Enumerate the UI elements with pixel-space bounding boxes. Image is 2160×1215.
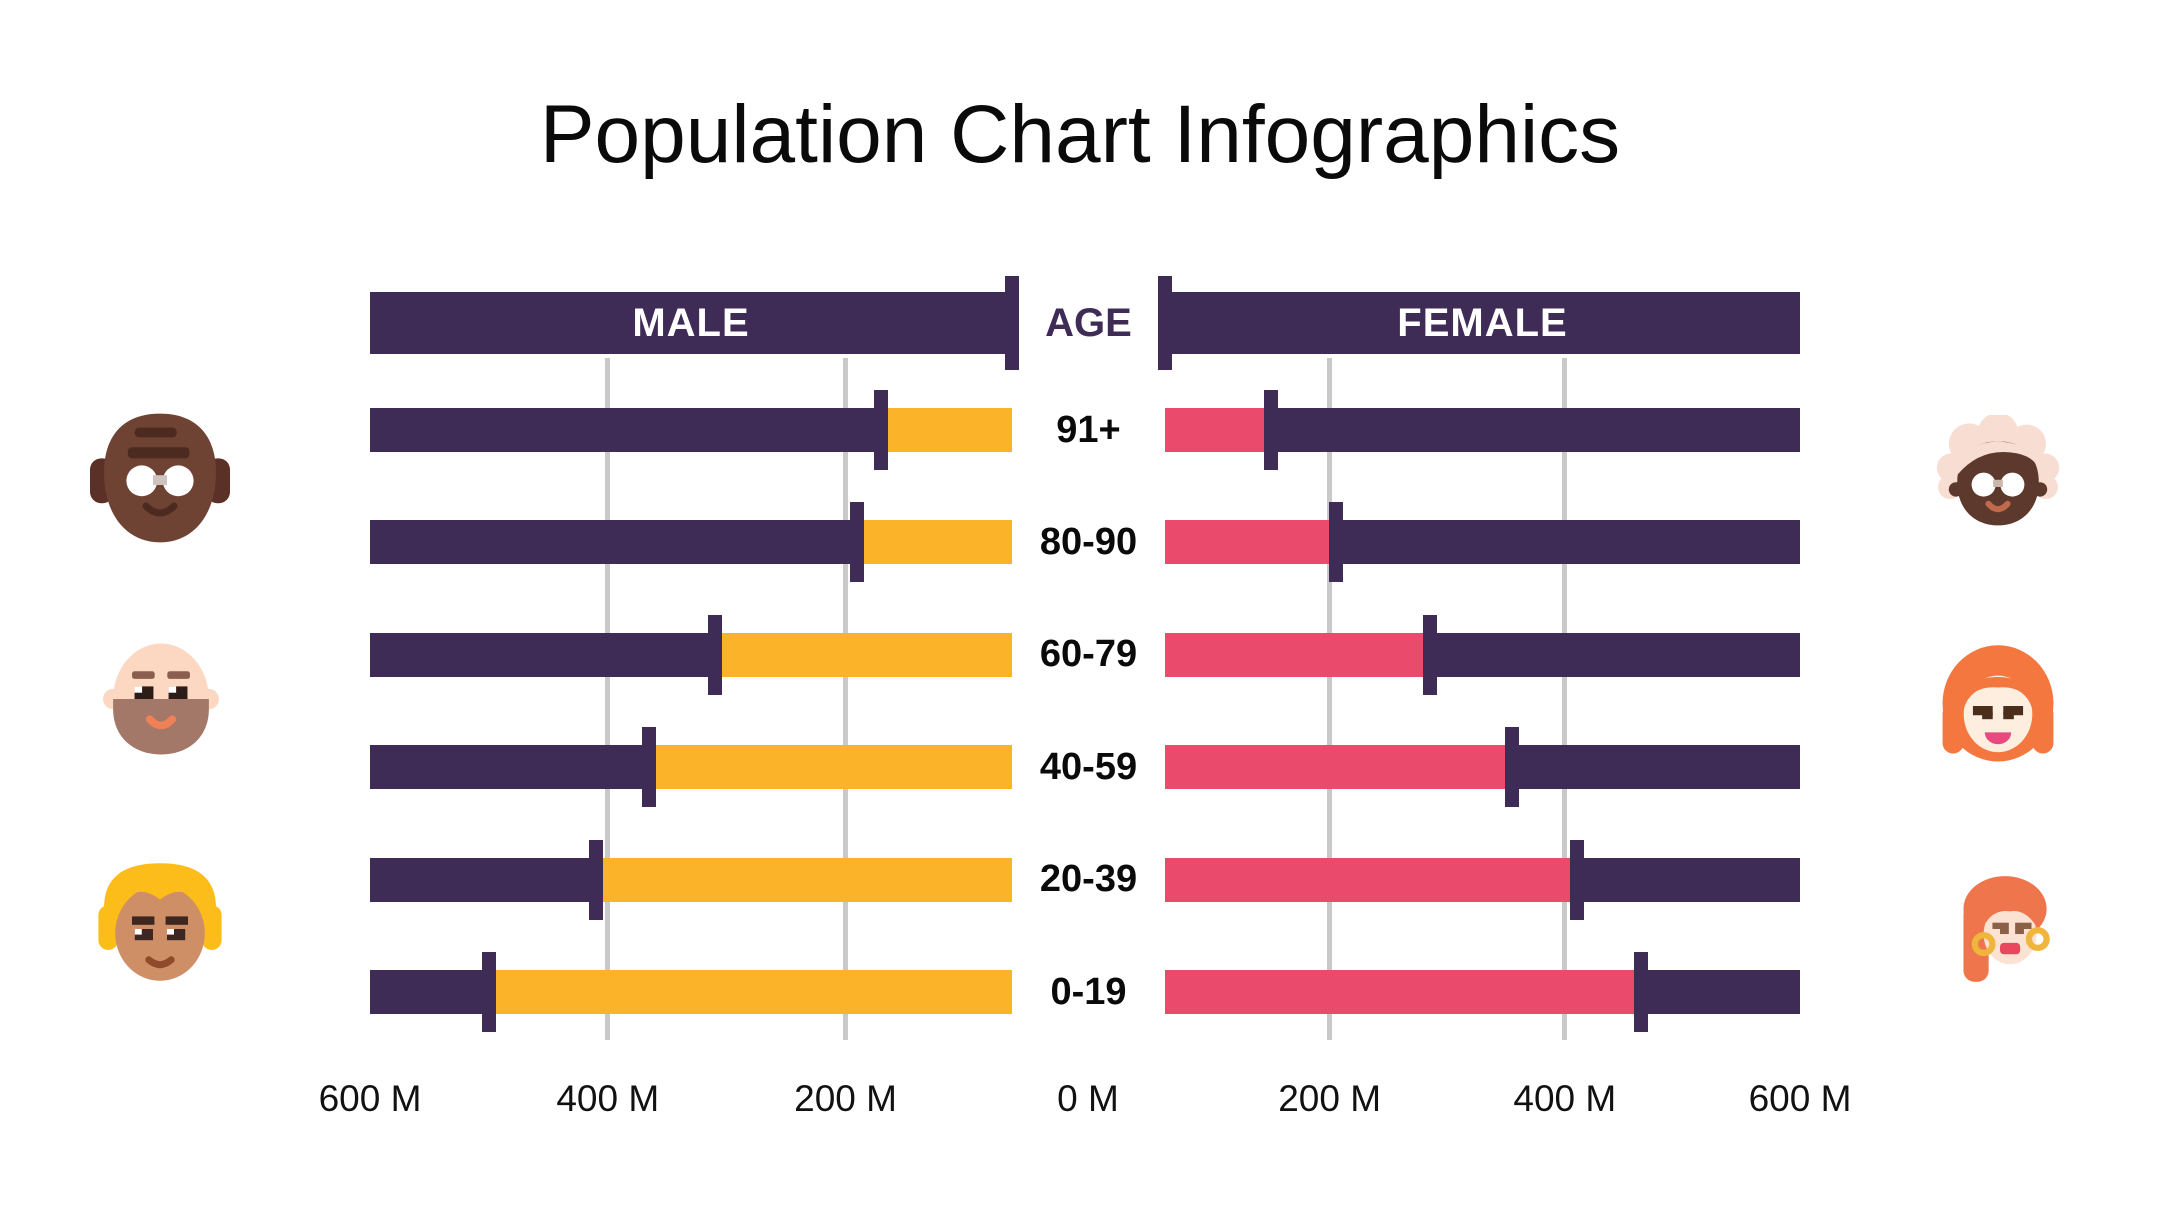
male-bar-value-segment [857,520,1012,565]
male-bar-value-segment [881,408,1012,452]
adult-woman-avatar-icon [1928,640,2068,772]
male-header-end-cap [1005,276,1019,370]
female-value-marker [1504,727,1519,808]
male-value-marker [642,727,657,808]
female-population-bar [1165,614,1800,695]
female-population-bar [1165,952,1800,1032]
male-bar-value-segment [714,632,1012,677]
male-population-bar [370,952,1012,1032]
female-bar-remainder-segment [1576,857,1800,902]
female-header-end-cap [1158,276,1172,370]
male-header-label: MALE [632,300,750,345]
female-value-marker [1634,952,1649,1032]
axis-gridline-female-400m [1562,358,1568,1040]
age-group-label: 60-79 [1039,633,1138,676]
axis-tick-label: 400 M [1513,1078,1617,1119]
axis-tick-label: 0 M [1057,1078,1119,1119]
axis-gridline-female-200m [1327,358,1333,1040]
female-header-bar: FEMALE [1158,276,1800,370]
female-population-bar [1165,839,1800,920]
axis-gridline-male-400m [605,358,611,1040]
age-group-label: 91+ [1056,408,1121,451]
female-value-marker [1422,614,1437,695]
male-population-bar [370,390,1012,470]
female-value-marker [1569,839,1584,920]
axis-tick-label: 200 M [794,1078,897,1119]
male-value-marker [481,952,496,1032]
male-population-bar [370,502,1012,583]
male-bar-value-segment [649,745,1012,790]
male-bar-value-segment [595,857,1012,902]
male-population-bar [370,839,1012,920]
axis-tick-label: 600 M [318,1078,422,1119]
elderly-man-avatar-icon [90,408,230,548]
young-woman-avatar-icon [1930,866,2070,992]
age-column-header: AGE [1012,292,1165,354]
male-bar-remainder-segment [370,520,858,565]
female-bar-remainder-segment [1270,408,1800,452]
page-title: Population Chart Infographics [539,89,1621,180]
male-value-marker [850,502,865,583]
male-bar-remainder-segment [370,745,650,790]
male-bar-remainder-segment [370,970,489,1014]
male-bar-remainder-segment [370,632,715,677]
female-population-bar [1165,727,1800,808]
age-group-label: 0-19 [1050,970,1127,1013]
male-population-bar [370,727,1012,808]
male-bar-remainder-segment [370,857,596,902]
axis-tick-label: 600 M [1748,1078,1852,1119]
female-bar-value-segment [1165,857,1577,902]
female-value-marker [1328,502,1343,583]
axis-gridline-male-200m [843,358,849,1040]
female-bar-value-segment [1165,408,1271,452]
female-bar-value-segment [1165,970,1642,1014]
female-population-bar [1165,390,1800,470]
female-bar-remainder-segment [1641,970,1800,1014]
age-group-label: 40-59 [1039,745,1138,788]
male-population-bar [370,614,1012,695]
axis-tick-label: 400 M [556,1078,660,1119]
female-bar-value-segment [1165,632,1430,677]
female-population-bar [1165,502,1800,583]
elderly-woman-avatar-icon [1926,415,2070,535]
female-bar-remainder-segment [1429,632,1800,677]
male-value-marker [588,839,603,920]
female-header-label: FEMALE [1397,300,1568,345]
age-header-label: AGE [1045,300,1132,345]
age-group-label: 20-39 [1039,858,1138,901]
female-bar-value-segment [1165,520,1336,565]
male-bar-value-segment [488,970,1012,1014]
female-value-marker [1263,390,1278,470]
female-bar-remainder-segment [1335,520,1800,565]
female-bar-value-segment [1165,745,1512,790]
young-man-avatar-icon [88,852,232,992]
male-header-bar: MALE [370,276,1019,370]
male-value-marker [707,614,722,695]
male-bar-remainder-segment [370,408,882,452]
male-value-marker [874,390,889,470]
female-bar-remainder-segment [1511,745,1800,790]
adult-man-avatar-icon [96,636,226,762]
age-group-label: 80-90 [1039,520,1138,563]
axis-tick-label: 200 M [1278,1078,1382,1119]
